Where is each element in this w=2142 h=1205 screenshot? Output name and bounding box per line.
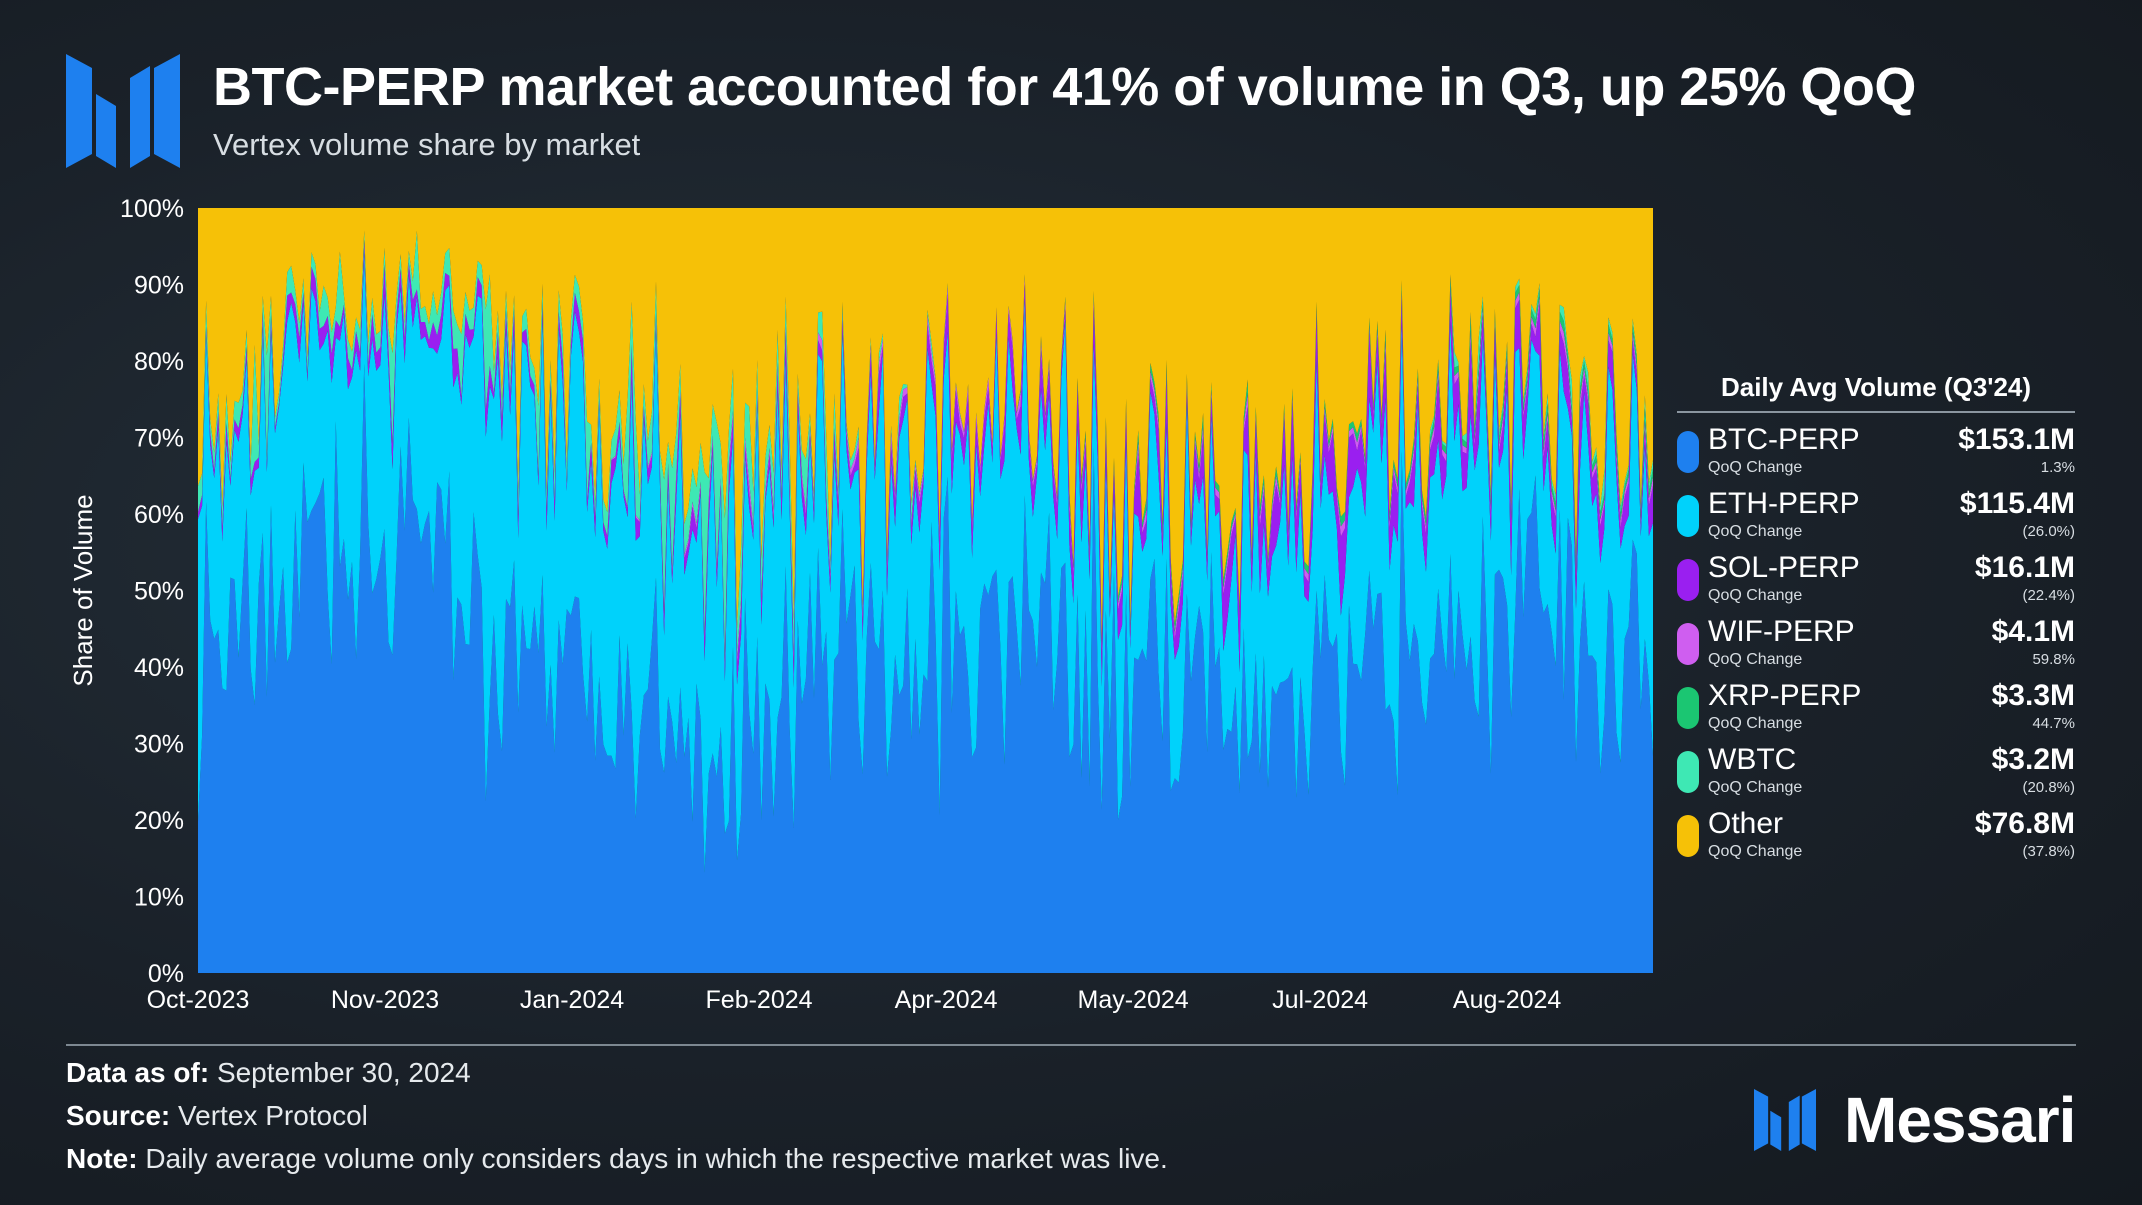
area-series-btc-perp bbox=[198, 363, 1653, 973]
y-tick-label: 60% bbox=[134, 501, 184, 529]
y-tick-label: 50% bbox=[134, 578, 184, 606]
y-tick-label: 20% bbox=[134, 807, 184, 835]
note-value: Daily average volume only considers days… bbox=[145, 1143, 1168, 1174]
messari-brand-icon bbox=[1754, 1089, 1816, 1151]
area-layers bbox=[198, 208, 1653, 973]
legend-rows: BTC-PERP QoQ Change $153.1M 1.3% ETH-PERP QoQ… bbox=[1675, 413, 2075, 861]
data-as-of: Data as of: September 30, 2024 bbox=[66, 1057, 471, 1089]
x-tick-label: Nov-2023 bbox=[331, 986, 439, 1014]
messari-brand: Messari bbox=[1752, 1084, 2082, 1156]
y-tick-label: 90% bbox=[134, 272, 184, 300]
area-series-sol-perp bbox=[198, 239, 1653, 688]
chart-subtitle: Vertex volume share by market bbox=[213, 127, 641, 162]
y-tick-label: 100% bbox=[120, 195, 184, 223]
footer-divider bbox=[66, 1044, 2076, 1046]
messari-logo-icon bbox=[66, 54, 180, 168]
area-series-eth-perp bbox=[198, 252, 1653, 873]
legend-item-sub: QoQ Change bbox=[1708, 715, 1803, 732]
x-tick-label: Aug-2024 bbox=[1453, 986, 1562, 1014]
legend-item-name: BTC-PERP bbox=[1708, 423, 1860, 456]
x-tick-label: Oct-2023 bbox=[147, 986, 250, 1014]
y-tick-label: 0% bbox=[148, 960, 184, 988]
legend-item-wif-perp: WIF-PERP QoQ Change $4.1M 59.8% bbox=[1675, 605, 2075, 669]
legend-item-change: (26.0%) bbox=[2022, 523, 2075, 540]
legend-title: Daily Avg Volume (Q3'24) bbox=[1677, 372, 2075, 413]
y-tick-label: 70% bbox=[134, 425, 184, 453]
data-as-of-label: Data as of: bbox=[66, 1057, 210, 1088]
legend-item-eth-perp: ETH-PERP QoQ Change $115.4M (26.0%) bbox=[1675, 477, 2075, 541]
legend-item-sub: QoQ Change bbox=[1708, 779, 1803, 796]
note-line: Note: Daily average volume only consider… bbox=[66, 1143, 1168, 1175]
legend-item-other: Other QoQ Change $76.8M (37.8%) bbox=[1675, 797, 2075, 861]
legend-item-name: XRP-PERP bbox=[1708, 679, 1862, 712]
y-tick-label: 40% bbox=[134, 654, 184, 682]
legend-item-sol-perp: SOL-PERP QoQ Change $16.1M (22.4%) bbox=[1675, 541, 2075, 605]
y-axis-title: Share of Volume bbox=[68, 494, 98, 686]
legend-item-sub: QoQ Change bbox=[1708, 459, 1803, 476]
note-label: Note: bbox=[66, 1143, 138, 1174]
legend-item-name: WIF-PERP bbox=[1708, 615, 1855, 648]
legend-item-value: $3.2M bbox=[1991, 743, 2075, 776]
source-label: Source: bbox=[66, 1100, 171, 1131]
source-line: Source: Vertex Protocol bbox=[66, 1100, 368, 1132]
legend-item-change: (37.8%) bbox=[2022, 843, 2075, 860]
legend-item-sub: QoQ Change bbox=[1708, 523, 1803, 540]
legend-item-change: (22.4%) bbox=[2022, 587, 2075, 604]
source-value: Vertex Protocol bbox=[178, 1100, 368, 1131]
area-series-other bbox=[198, 208, 1653, 641]
messari-wordmark: Messari bbox=[1844, 1084, 2076, 1156]
legend-item-name: Other bbox=[1708, 807, 1784, 840]
legend-item-value: $153.1M bbox=[1958, 423, 2075, 456]
legend-swatch bbox=[1677, 623, 1699, 665]
x-tick-label: May-2024 bbox=[1078, 986, 1189, 1014]
legend-swatch bbox=[1677, 751, 1699, 793]
legend-item-change: 1.3% bbox=[2040, 459, 2075, 476]
y-tick-label: 80% bbox=[134, 348, 184, 376]
legend-swatch bbox=[1677, 559, 1699, 601]
x-tick-label: Feb-2024 bbox=[706, 986, 813, 1014]
x-tick-label: Apr-2024 bbox=[895, 986, 998, 1014]
legend-swatch bbox=[1677, 431, 1699, 473]
legend-item-sub: QoQ Change bbox=[1708, 587, 1803, 604]
legend-item-value: $76.8M bbox=[1974, 807, 2075, 840]
legend-item-value: $4.1M bbox=[1991, 615, 2075, 648]
chart-title: BTC-PERP market accounted for 41% of vol… bbox=[213, 57, 1916, 117]
legend-item-sub: QoQ Change bbox=[1708, 651, 1803, 668]
data-as-of-value: September 30, 2024 bbox=[216, 1057, 471, 1088]
x-tick-label: Jan-2024 bbox=[520, 986, 624, 1014]
y-tick-label: 10% bbox=[134, 884, 184, 912]
stacked-area-chart: 0% 10% 20% 30% 40% 50% 60% 70% 80% 90% 100% Oct-202… bbox=[68, 195, 1653, 1014]
area-series-wbtc bbox=[198, 230, 1653, 659]
legend-swatch bbox=[1677, 687, 1699, 729]
legend-item-change: (20.8%) bbox=[2022, 779, 2075, 796]
legend-swatch bbox=[1677, 815, 1699, 857]
legend-item-name: SOL-PERP bbox=[1708, 551, 1860, 584]
legend-item-name: ETH-PERP bbox=[1708, 487, 1860, 520]
legend-item-change: 59.8% bbox=[2032, 651, 2075, 668]
legend: Daily Avg Volume (Q3'24) BTC-PERP QoQ Cha… bbox=[1675, 372, 2075, 861]
y-tick-label: 30% bbox=[134, 731, 184, 759]
legend-item-change: 44.7% bbox=[2032, 715, 2075, 732]
legend-item-xrp-perp: XRP-PERP QoQ Change $3.3M 44.7% bbox=[1675, 669, 2075, 733]
legend-item-value: $115.4M bbox=[1959, 487, 2075, 520]
legend-item-value: $16.1M bbox=[1974, 551, 2075, 584]
legend-item-sub: QoQ Change bbox=[1708, 843, 1803, 860]
x-tick-label: Jul-2024 bbox=[1272, 986, 1368, 1014]
legend-item-value: $3.3M bbox=[1991, 679, 2075, 712]
legend-swatch bbox=[1677, 495, 1699, 537]
legend-item-btc-perp: BTC-PERP QoQ Change $153.1M 1.3% bbox=[1675, 413, 2075, 477]
legend-item-name: WBTC bbox=[1708, 743, 1797, 776]
legend-item-wbtc: WBTC QoQ Change $3.2M (20.8%) bbox=[1675, 733, 2075, 797]
